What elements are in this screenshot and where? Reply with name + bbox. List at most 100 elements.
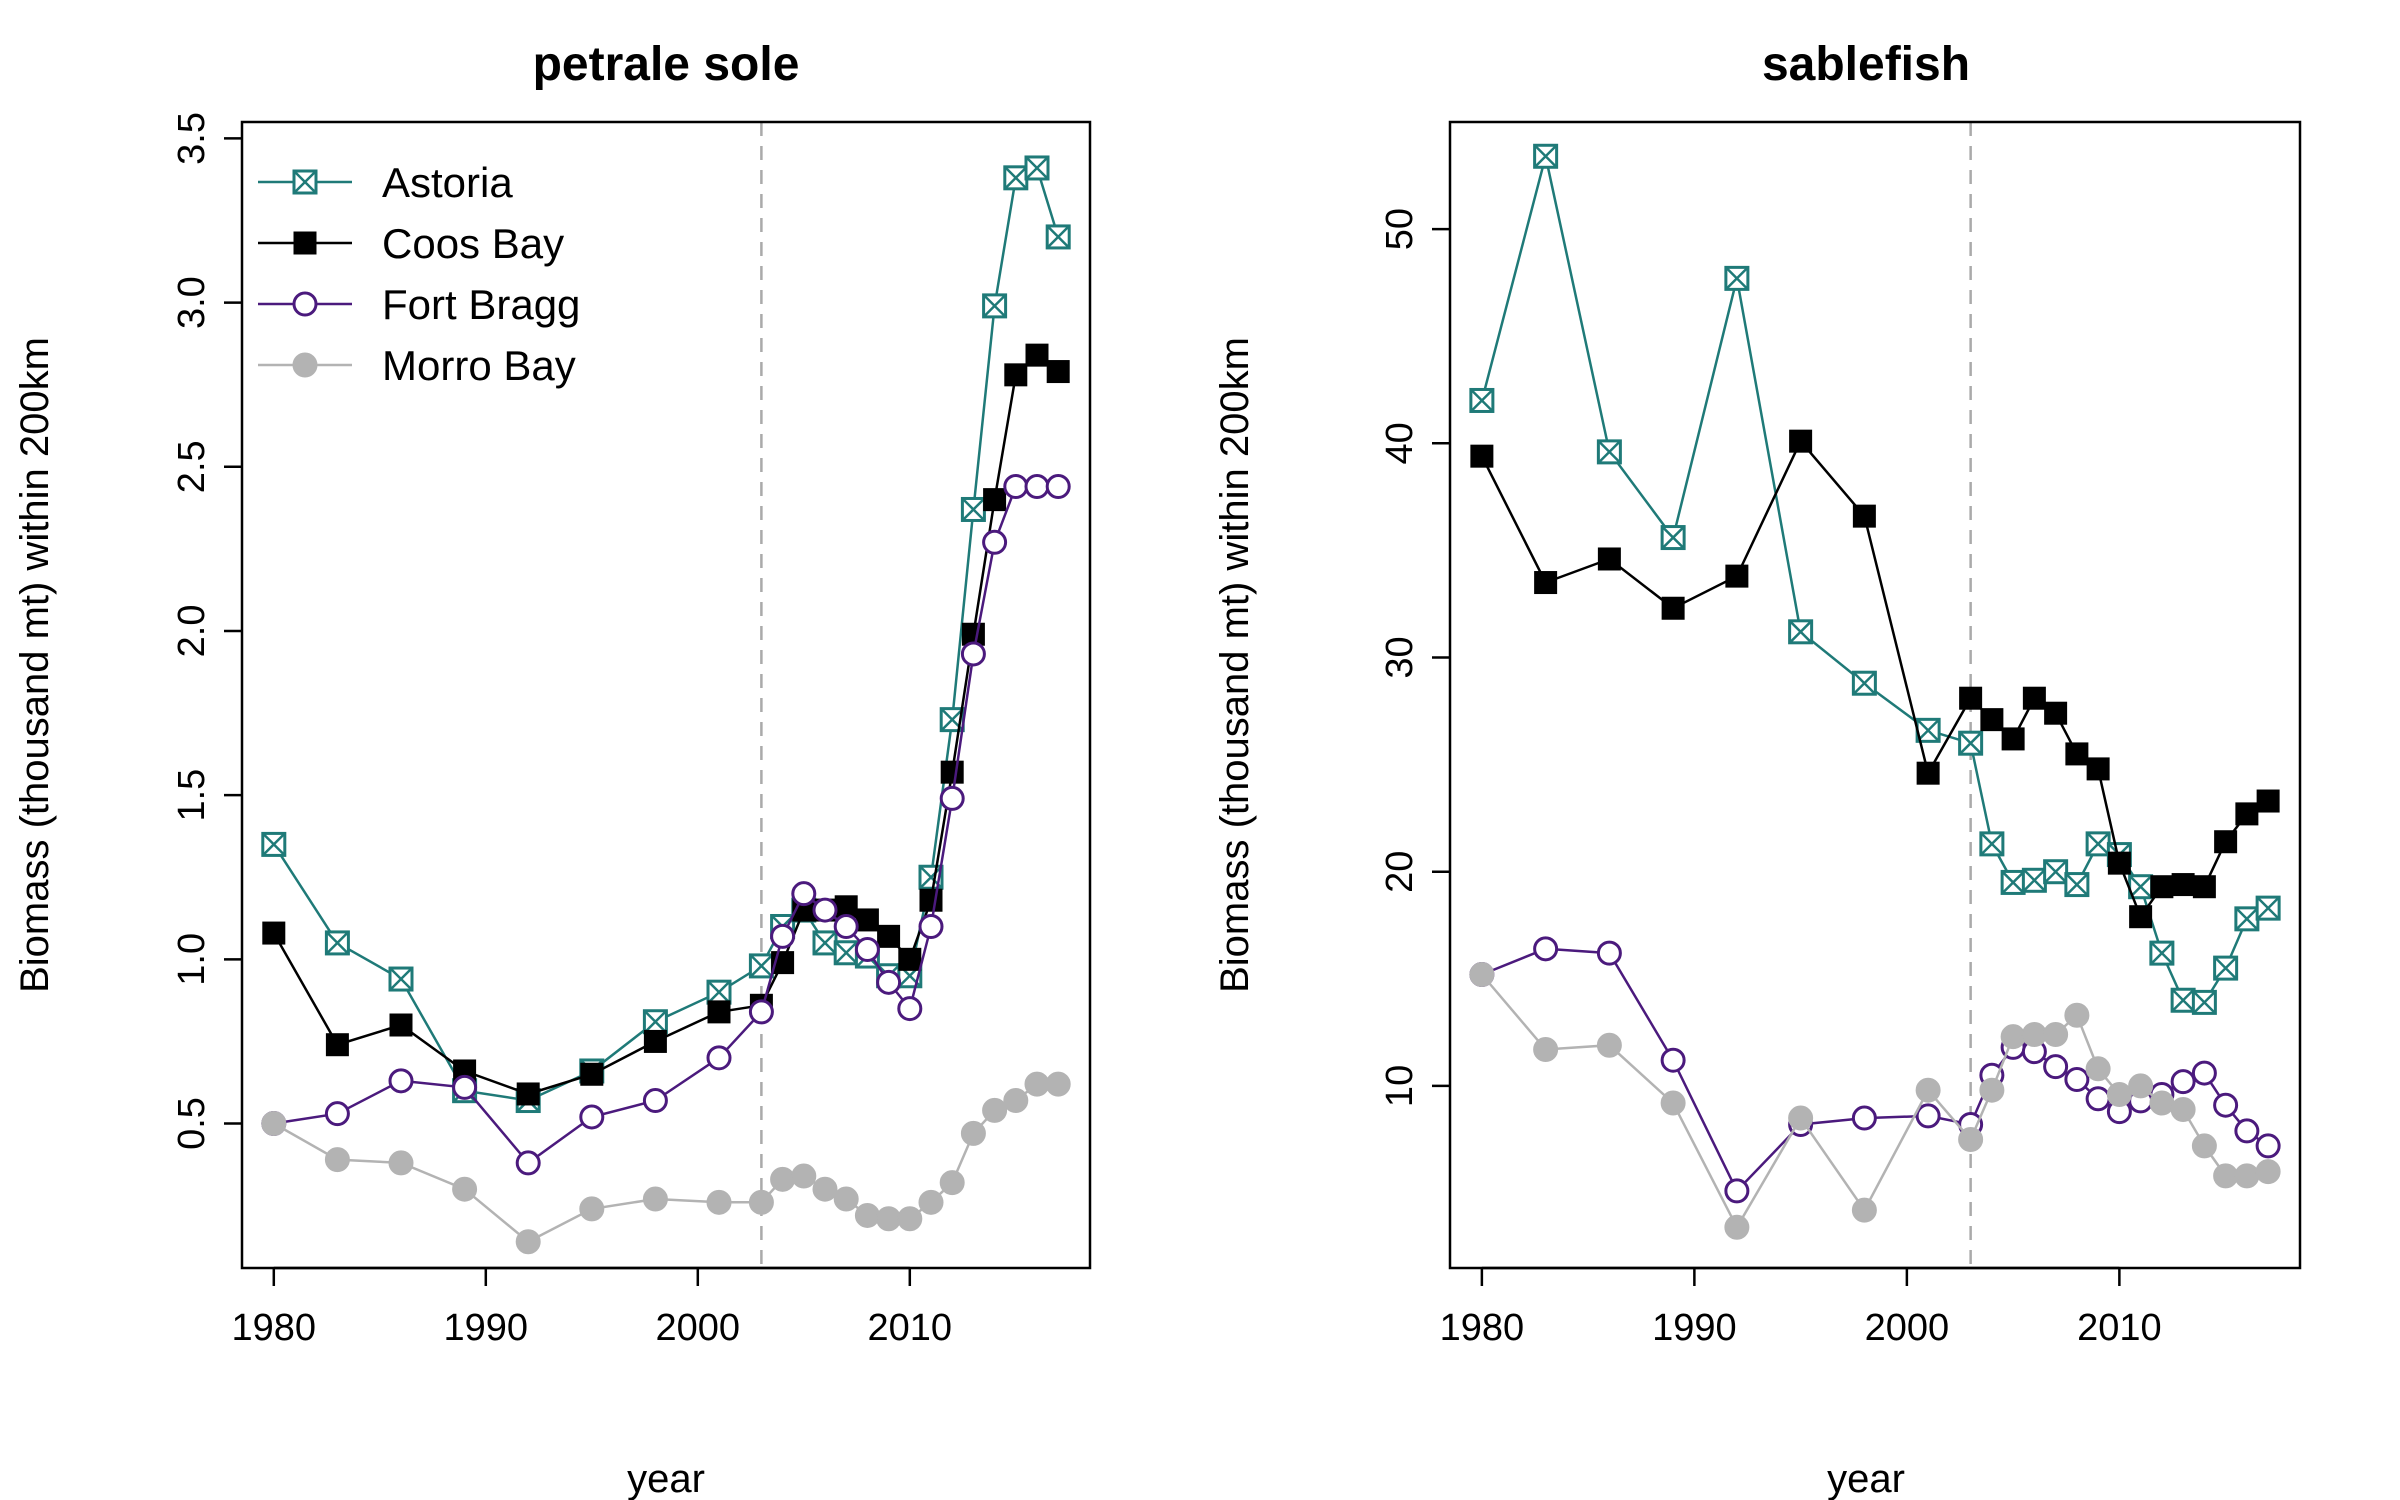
y-tick-label: 1.0	[171, 933, 213, 986]
data-point	[324, 1101, 350, 1127]
y-axis-label: Biomass (thousand mt) within 200km	[13, 337, 57, 993]
data-point	[1003, 1088, 1029, 1114]
data-point	[1980, 708, 2004, 732]
data-point	[452, 1074, 478, 1100]
data-point	[1958, 730, 1984, 756]
legend-label: Coos Bay	[382, 220, 564, 267]
data-point	[2021, 1022, 2047, 1048]
data-point	[939, 1170, 965, 1196]
data-point	[642, 1088, 668, 1114]
data-point	[982, 529, 1008, 555]
data-point	[876, 969, 902, 995]
data-point	[1596, 439, 1622, 465]
legend-label: Morro Bay	[382, 342, 576, 389]
data-point	[2000, 1024, 2026, 1050]
data-point	[2129, 905, 2153, 929]
data-point	[2191, 1133, 2217, 1159]
data-point	[897, 1206, 923, 1232]
y-axis-label: Biomass (thousand mt) within 200km	[1213, 337, 1257, 993]
legend-entry: Coos Bay	[258, 220, 564, 267]
data-point	[261, 1111, 287, 1137]
data-point	[2043, 859, 2069, 885]
series-astoria	[1469, 143, 2281, 1015]
data-point	[642, 1186, 668, 1212]
data-point	[2234, 1163, 2260, 1189]
data-point	[1024, 1071, 1050, 1097]
data-point	[2255, 895, 2281, 921]
data-point	[1724, 265, 1750, 291]
data-point	[2234, 1118, 2260, 1144]
chart-title: petrale sole	[533, 38, 800, 91]
data-point	[833, 940, 859, 966]
legend-entry: Morro Bay	[258, 342, 576, 389]
data-point	[960, 641, 986, 667]
data-point	[2128, 1073, 2154, 1099]
legend-entry: Fort Bragg	[258, 281, 580, 328]
data-point	[324, 1147, 350, 1173]
data-point	[1470, 444, 1494, 468]
data-point	[1469, 387, 1495, 413]
data-point	[791, 881, 817, 907]
legend-label: Fort Bragg	[382, 281, 580, 328]
data-point	[2256, 789, 2280, 813]
data-point	[2064, 872, 2090, 898]
data-point	[1959, 686, 1983, 710]
data-point	[2255, 1159, 2281, 1185]
data-point	[324, 930, 350, 956]
data-point	[2170, 1096, 2196, 1122]
data-point	[748, 999, 774, 1025]
data-point	[2043, 1054, 2069, 1080]
data-point	[1660, 1090, 1686, 1116]
data-point	[1469, 962, 1495, 988]
y-tick-label: 50	[1379, 208, 1421, 250]
data-point	[1979, 831, 2005, 857]
data-point	[1025, 343, 1049, 367]
data-point	[1724, 1214, 1750, 1240]
data-point	[1788, 619, 1814, 645]
panel-sablefish: sablefish year Biomass (thousand mt) wit…	[1213, 38, 2302, 1500]
data-point	[706, 979, 732, 1005]
data-point	[1788, 1105, 1814, 1131]
data-point	[1915, 1077, 1941, 1103]
data-point	[1024, 473, 1050, 499]
data-point	[1724, 1178, 1750, 1204]
y-tick-label: 20	[1379, 851, 1421, 893]
data-point	[515, 1150, 541, 1176]
data-point	[2170, 987, 2196, 1013]
data-point	[960, 1120, 986, 1146]
data-point	[707, 1000, 731, 1024]
data-point	[1916, 761, 1940, 785]
data-point	[2214, 830, 2238, 854]
data-point	[2064, 1002, 2090, 1028]
series-line	[273, 485, 1059, 1165]
series-line	[1481, 947, 2269, 1194]
y-tick-label: 40	[1379, 422, 1421, 464]
data-point	[2065, 742, 2089, 766]
series-morro-bay	[1469, 962, 2281, 1240]
data-point	[1003, 473, 1029, 499]
data-point	[1852, 504, 1876, 528]
data-point	[960, 496, 986, 522]
data-point	[1533, 936, 1559, 962]
y-tick-label: 30	[1379, 636, 1421, 678]
x-tick-label: 1990	[1652, 1307, 1737, 1349]
data-point	[1851, 1197, 1877, 1223]
data-point	[877, 924, 901, 948]
data-point	[748, 953, 774, 979]
x-tick-label: 2010	[868, 1307, 953, 1349]
data-point	[1534, 571, 1558, 595]
data-point	[2150, 875, 2174, 899]
data-point	[388, 1068, 414, 1094]
data-point	[579, 1104, 605, 1130]
data-point	[770, 1166, 796, 1192]
data-point	[1045, 1071, 1071, 1097]
data-point	[2213, 1163, 2239, 1189]
data-point	[2043, 1022, 2069, 1048]
data-point	[833, 1186, 859, 1212]
data-point	[2106, 1081, 2132, 1107]
x-axis-label: year	[627, 1457, 705, 1500]
data-point	[812, 897, 838, 923]
data-point	[982, 1097, 1008, 1123]
data-point	[325, 1033, 349, 1057]
data-point	[2085, 1086, 2111, 1112]
